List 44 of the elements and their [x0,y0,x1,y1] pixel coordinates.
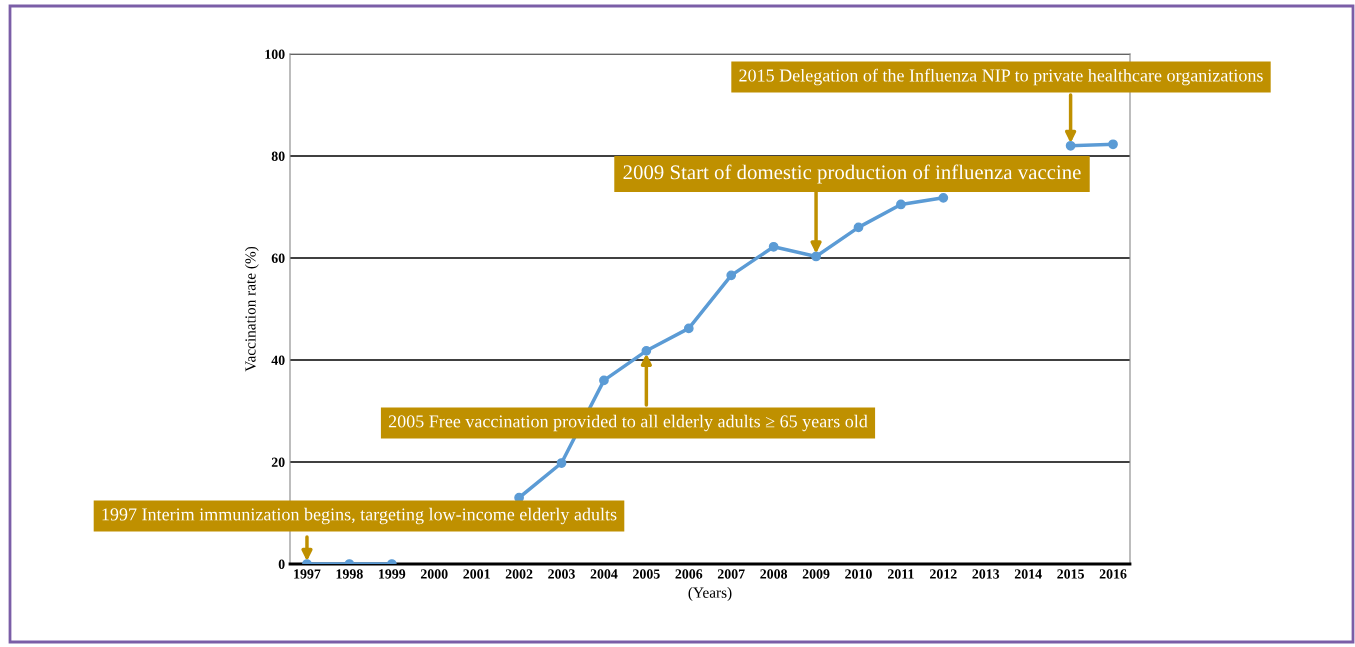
annotation: 2015 Delegation of the Influenza NIP to private healthcare organizations [739,68,1263,86]
x-tick-label: 2002 [505,569,533,579]
y-tick-label: 100 [265,49,285,59]
x-tick-label: 2001 [463,569,490,579]
annotation: 2005 Free vaccination provided to all elderly adults ≥ 65 years old [388,414,868,432]
x-tick-label: 2009 [802,569,830,579]
x-tick-label: 2011 [887,569,914,579]
y-tick-label: 40 [271,355,285,365]
y-tick-label: 20 [271,457,285,467]
x-tick-label: 2013 [972,569,1000,579]
point [938,192,949,203]
x-tick-label: 2015 [1057,569,1084,579]
point [641,345,652,356]
point [896,199,906,210]
y-tick-label: 80 [271,151,285,161]
point [1065,140,1076,151]
x-tick-label: 1997 [294,569,321,579]
annotation: 1997 Interim immunization begins, targeting low-income elderly adults [102,507,617,525]
x-tick-label: 1999 [379,569,406,579]
point [599,375,609,386]
x-axis-title: (Years) [688,587,732,601]
x-tick-label: 2016 [1099,569,1127,579]
x-tick-label: 2007 [717,569,745,579]
point [1108,139,1118,150]
x-tick-label: 2012 [930,569,957,579]
point [556,458,567,468]
x-tick-label: 2005 [633,569,660,579]
x-tick-label: 2014 [1014,569,1042,579]
x-tick-label: 1998 [336,569,363,579]
y-axis-title: Vaccination rate (%) [244,246,259,372]
x-tick-label: 2006 [675,569,703,579]
x-tick-label: 2010 [845,569,872,579]
x-tick-label: 2004 [590,569,618,579]
y-tick-label: 0 [278,559,285,569]
point [683,323,694,334]
point [853,222,864,233]
point [768,241,779,252]
x-tick-label: 2003 [548,569,575,579]
x-tick-label: 2000 [420,569,448,579]
point [811,251,821,262]
annotation: 2009 Start of domestic production of influenza vaccine [623,164,1081,184]
x-tick-label: 2008 [760,569,788,579]
y-tick-label: 60 [271,253,285,263]
point [726,270,737,281]
